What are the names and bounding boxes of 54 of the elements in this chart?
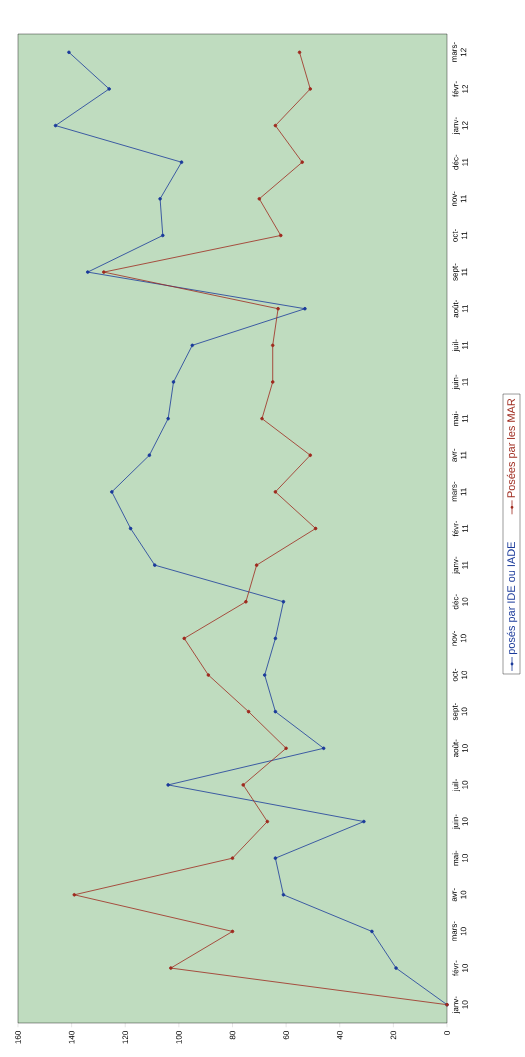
point [190,343,195,348]
point [102,270,106,274]
point [171,380,176,384]
point [206,673,211,677]
point [273,856,278,860]
point [270,380,275,384]
point [313,526,318,531]
point [308,453,313,458]
text: posés par IDE ou IADE [506,542,518,655]
point [230,856,235,860]
point [67,50,71,55]
point [147,453,152,458]
point [230,929,235,934]
point [182,636,187,641]
point [85,270,90,274]
point [265,819,270,824]
point [244,599,248,604]
point [110,490,114,494]
point [160,233,165,238]
point [270,343,275,348]
point [260,416,264,421]
point [273,709,278,714]
point [281,599,286,604]
point [166,416,170,421]
point [257,197,262,201]
point [166,783,170,787]
point [158,197,162,201]
point [262,673,267,677]
point [276,306,280,311]
point [362,819,366,824]
point [128,526,133,531]
point [321,746,326,751]
point [300,160,305,164]
point [273,123,278,128]
point [281,893,286,897]
point [308,87,313,91]
point [152,563,157,567]
point [394,966,398,970]
text: Posées par les MAR [506,398,518,498]
point [246,709,251,714]
point [241,783,246,787]
point [169,966,173,970]
point [297,50,302,55]
point [278,233,283,238]
point [179,160,184,164]
point [107,87,111,91]
point [273,636,278,641]
point [284,746,288,751]
point [273,490,278,494]
point [254,563,259,567]
point [303,306,307,311]
point [72,893,77,897]
point [53,123,58,128]
point [370,929,374,934]
